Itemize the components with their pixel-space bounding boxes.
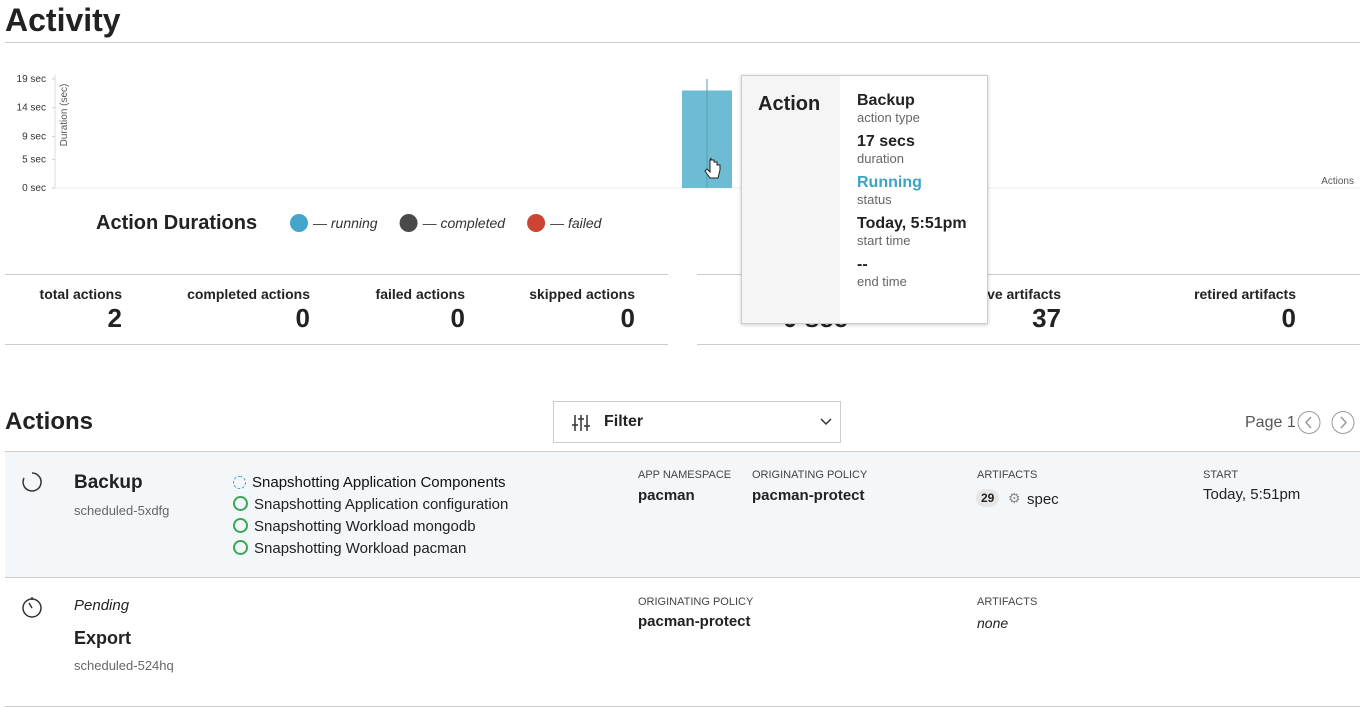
policy-label: ORIGINATING POLICY (638, 596, 754, 608)
stat-value: 2 (107, 303, 122, 333)
divider (5, 42, 1360, 43)
step-icon (233, 476, 246, 489)
stat-value: 0 (295, 303, 310, 333)
chart-title: Action Durations (96, 212, 257, 234)
action-id: scheduled-5xdfg (74, 503, 170, 518)
tooltip-label: start time (857, 233, 911, 248)
divider (5, 344, 668, 345)
step-label: Snapshotting Application Components (252, 474, 506, 491)
step: Snapshotting Workload mongodb (233, 518, 508, 540)
x-axis-label: Actions (1321, 176, 1354, 187)
tooltip-row: 17 secs duration (857, 133, 967, 166)
tooltip-row: Running status (857, 174, 967, 207)
action-name: Export (74, 628, 132, 648)
chart: Duration (sec) Actions Action Durations … (17, 74, 1360, 234)
running-icon (22, 472, 42, 492)
y-tick-label: 5 sec (22, 154, 46, 165)
tooltip-row: Today, 5:51pm start time (857, 215, 967, 248)
step-label: Snapshotting Workload mongodb (254, 518, 476, 535)
policy-label: ORIGINATING POLICY (752, 469, 868, 481)
tooltip-row: -- end time (857, 256, 967, 289)
tooltip-value: Running (857, 174, 922, 191)
tooltip-row: Backup action type (857, 92, 967, 125)
legend-label: — running (312, 215, 378, 231)
legend-label: — failed (549, 215, 603, 231)
next-button[interactable] (1331, 411, 1355, 434)
stat-label: skipped actions (529, 286, 635, 302)
namespace: pacman (638, 487, 695, 504)
artifacts-label: ARTIFACTS (977, 469, 1038, 481)
stat-label: ve artifacts (987, 286, 1061, 302)
divider (5, 451, 1360, 452)
filter-icon (572, 415, 590, 431)
namespace-label: APP NAMESPACE (638, 469, 732, 481)
stat-label: total actions (39, 286, 122, 302)
tooltip-value: -- (857, 256, 868, 273)
policy: pacman-protect (638, 613, 751, 630)
stat-value: 0 (1281, 303, 1296, 333)
filter-dropdown[interactable]: Filter (553, 401, 841, 443)
divider (697, 344, 1360, 345)
stat-label: failed actions (375, 286, 465, 302)
legend-swatch (527, 214, 546, 232)
artifacts: none (977, 615, 1009, 631)
legend-swatch (399, 214, 418, 232)
action-name: Backup (74, 472, 143, 493)
action-row[interactable]: Backup scheduled-5xdfg Snapshotting Appl… (5, 452, 1360, 578)
legend-label: — completed (422, 215, 507, 231)
y-tick-label: 14 sec (17, 103, 46, 114)
legend-swatch (290, 214, 308, 232)
step-icon (233, 496, 248, 511)
step: Snapshotting Workload pacman (233, 540, 508, 562)
start: Today, 5:51pm (1203, 486, 1301, 503)
tooltip-label: status (857, 192, 892, 207)
tooltip-label: end time (857, 274, 907, 289)
action-id: scheduled-524hq (74, 658, 174, 673)
cursor (704, 157, 721, 179)
stat-value: 0 (450, 303, 465, 333)
tooltip-label: duration (857, 151, 904, 166)
tooltip-label: action type (857, 110, 920, 125)
stat-value: 37 (1032, 303, 1061, 333)
chevron (820, 418, 832, 426)
artifacts-label: ARTIFACTS (977, 596, 1038, 608)
divider (5, 274, 668, 275)
y-axis-label: Duration (sec) (59, 84, 70, 147)
tooltip-side (742, 76, 840, 323)
start-label: START (1203, 469, 1239, 481)
section-title: Actions (5, 408, 94, 435)
tooltip-value: 17 secs (857, 133, 915, 150)
page-title: Activity (5, 2, 121, 38)
step-label: Snapshotting Application configuration (254, 496, 509, 513)
action-status: Pending (74, 597, 130, 614)
artifact: spec (1027, 491, 1059, 508)
step-icon (233, 540, 248, 555)
tooltip-value: Today, 5:51pm (857, 215, 967, 232)
policy: pacman-protect (752, 487, 865, 504)
filter-label: Filter (604, 413, 644, 430)
stat-label: retired artifacts (1194, 286, 1296, 302)
gear-icon: ⚙ (1008, 490, 1021, 506)
divider (697, 274, 1360, 275)
action-row[interactable]: Pending Export scheduled-524hq ORIGINATI… (5, 578, 1360, 707)
artifact-count: 29 (976, 489, 1000, 507)
step-icon (233, 518, 248, 533)
page-indicator: Page 1 (1245, 414, 1296, 431)
step: Snapshotting Application configuration (233, 496, 508, 518)
stat-label: completed actions (187, 286, 310, 302)
pending-icon (22, 597, 42, 618)
prev-button[interactable] (1297, 411, 1321, 434)
y-tick-label: 19 sec (17, 74, 46, 85)
tooltip: Action Backup action type 17 secs duration R… (741, 75, 988, 324)
pager (1297, 411, 1355, 434)
step: Snapshotting Application Components (233, 474, 508, 496)
y-tick-label: 9 sec (22, 131, 46, 142)
stat-value: 0 (620, 303, 635, 333)
step-label: Snapshotting Workload pacman (254, 540, 467, 557)
tooltip-title: Action (758, 93, 821, 115)
tooltip-value: Backup (857, 92, 915, 109)
y-tick-label: 0 sec (22, 183, 46, 194)
